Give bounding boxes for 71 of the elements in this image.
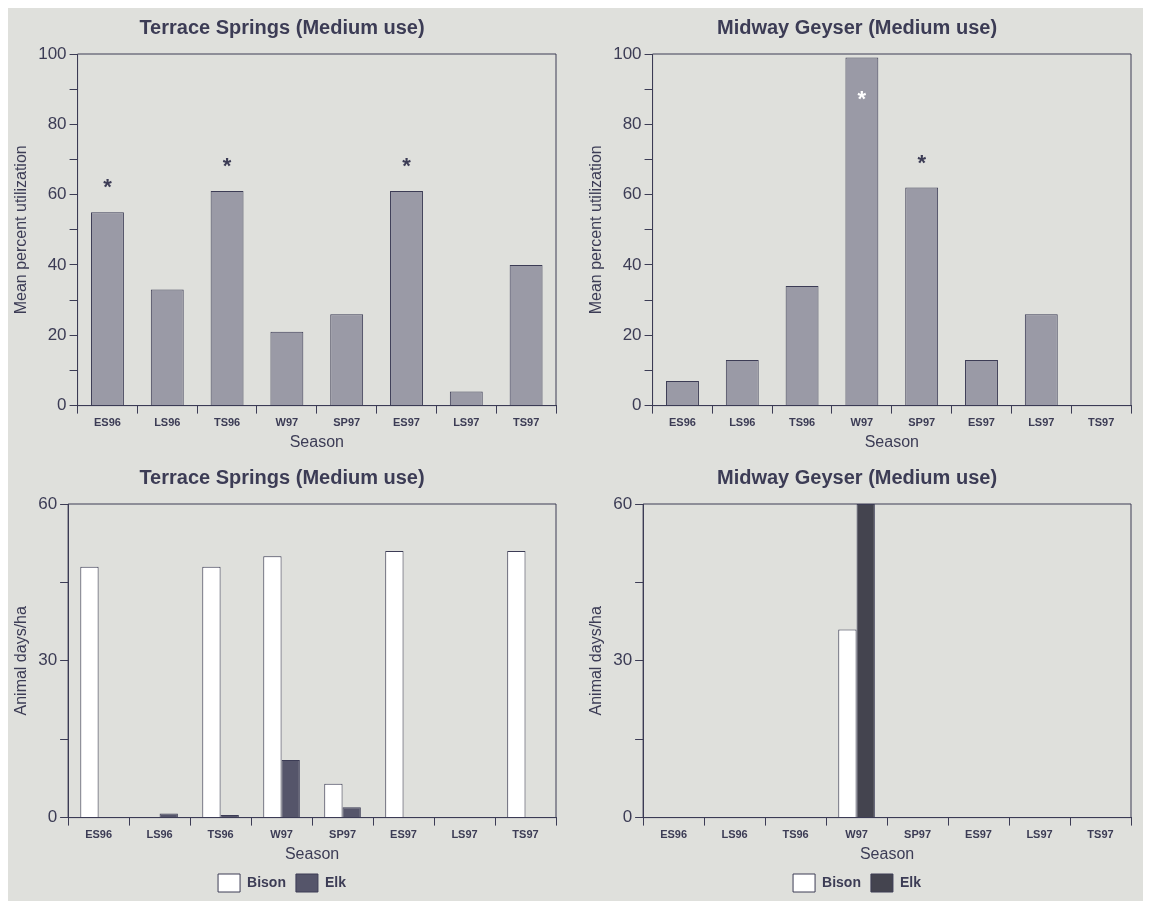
data-label: * — [103, 174, 113, 200]
y-tick-label: 0 — [622, 807, 633, 827]
y-tick-label: 0 — [57, 395, 67, 415]
y-tick-label: 60 — [47, 184, 67, 204]
x-tick-label: ES97 — [393, 416, 420, 429]
y-tick-label: 40 — [47, 254, 67, 274]
x-tick-label: W97 — [275, 416, 299, 429]
y-axis-title: Mean percent utilization — [12, 145, 30, 315]
x-tick-label: ES96 — [94, 416, 121, 429]
y-tick-label: 20 — [622, 324, 642, 344]
chart-title: Midway Geyser (Medium use) — [716, 465, 998, 488]
legend-label: Elk — [899, 873, 922, 890]
x-tick-label: ES96 — [85, 828, 113, 841]
y-tick-label: 0 — [47, 807, 58, 827]
x-tick-label: ES96 — [669, 416, 696, 429]
x-tick-label: W97 — [845, 828, 868, 841]
y-axis-title: Mean percent utilization — [587, 145, 605, 315]
x-tick-label: W97 — [270, 828, 293, 841]
y-tick-label: 80 — [622, 114, 642, 134]
data-label: * — [917, 149, 927, 175]
x-tick-label: SP97 — [908, 416, 936, 429]
chart-title: Midway Geyser (Medium use) — [716, 15, 998, 38]
x-tick-label: LS96 — [146, 828, 173, 841]
data-label: * — [222, 153, 232, 179]
x-tick-label: TS96 — [782, 828, 809, 841]
data-label: * — [402, 153, 412, 179]
x-tick-label: ES97 — [965, 828, 992, 841]
y-tick-label: 100 — [38, 43, 67, 63]
chart-title: Terrace Springs (Medium use) — [139, 15, 425, 38]
x-tick-label: TS97 — [512, 416, 540, 429]
y-tick-label: 0 — [632, 395, 642, 415]
chart-title: Terrace Springs (Medium use) — [139, 465, 425, 488]
x-tick-label: ES97 — [968, 416, 995, 429]
x-tick-label: TS96 — [213, 416, 241, 429]
y-axis-title: Animal days/ha — [587, 606, 605, 716]
x-tick-label: TS96 — [207, 828, 234, 841]
x-tick-label: LS97 — [1028, 416, 1055, 429]
x-tick-label: TS97 — [1087, 416, 1115, 429]
y-tick-label: 20 — [47, 324, 67, 344]
x-tick-label: LS96 — [154, 416, 181, 429]
x-tick-label: TS96 — [788, 416, 816, 429]
y-tick-label: 30 — [38, 650, 58, 670]
x-tick-label: W97 — [850, 416, 874, 429]
x-tick-label: TS97 — [1087, 828, 1114, 841]
data-label: * — [857, 86, 867, 112]
y-tick-label: 40 — [622, 254, 642, 274]
x-axis-title: Season — [864, 432, 919, 450]
x-axis-title: Season — [289, 432, 344, 450]
x-tick-label: ES96 — [660, 828, 688, 841]
x-tick-label: ES97 — [390, 828, 417, 841]
x-tick-label: LS97 — [453, 416, 480, 429]
x-tick-label: LS96 — [729, 416, 756, 429]
y-tick-label: 80 — [47, 114, 67, 134]
y-tick-label: 60 — [38, 493, 58, 513]
y-tick-label: 30 — [613, 650, 633, 670]
legend-label: Bison — [822, 873, 861, 890]
x-axis-title: Season — [859, 844, 915, 862]
x-axis-title: Season — [284, 844, 340, 862]
x-tick-label: SP97 — [329, 828, 357, 841]
legend-label: Bison — [247, 873, 286, 890]
y-axis-title: Animal days/ha — [12, 606, 30, 716]
x-tick-label: LS97 — [451, 828, 478, 841]
x-tick-label: LS97 — [1026, 828, 1053, 841]
y-tick-label: 60 — [622, 184, 642, 204]
legend-label: Elk — [324, 873, 347, 890]
x-tick-label: SP97 — [333, 416, 361, 429]
x-tick-label: SP97 — [904, 828, 932, 841]
x-tick-label: LS96 — [721, 828, 748, 841]
y-tick-label: 100 — [613, 43, 642, 63]
y-tick-label: 60 — [613, 493, 633, 513]
x-tick-label: TS97 — [512, 828, 539, 841]
